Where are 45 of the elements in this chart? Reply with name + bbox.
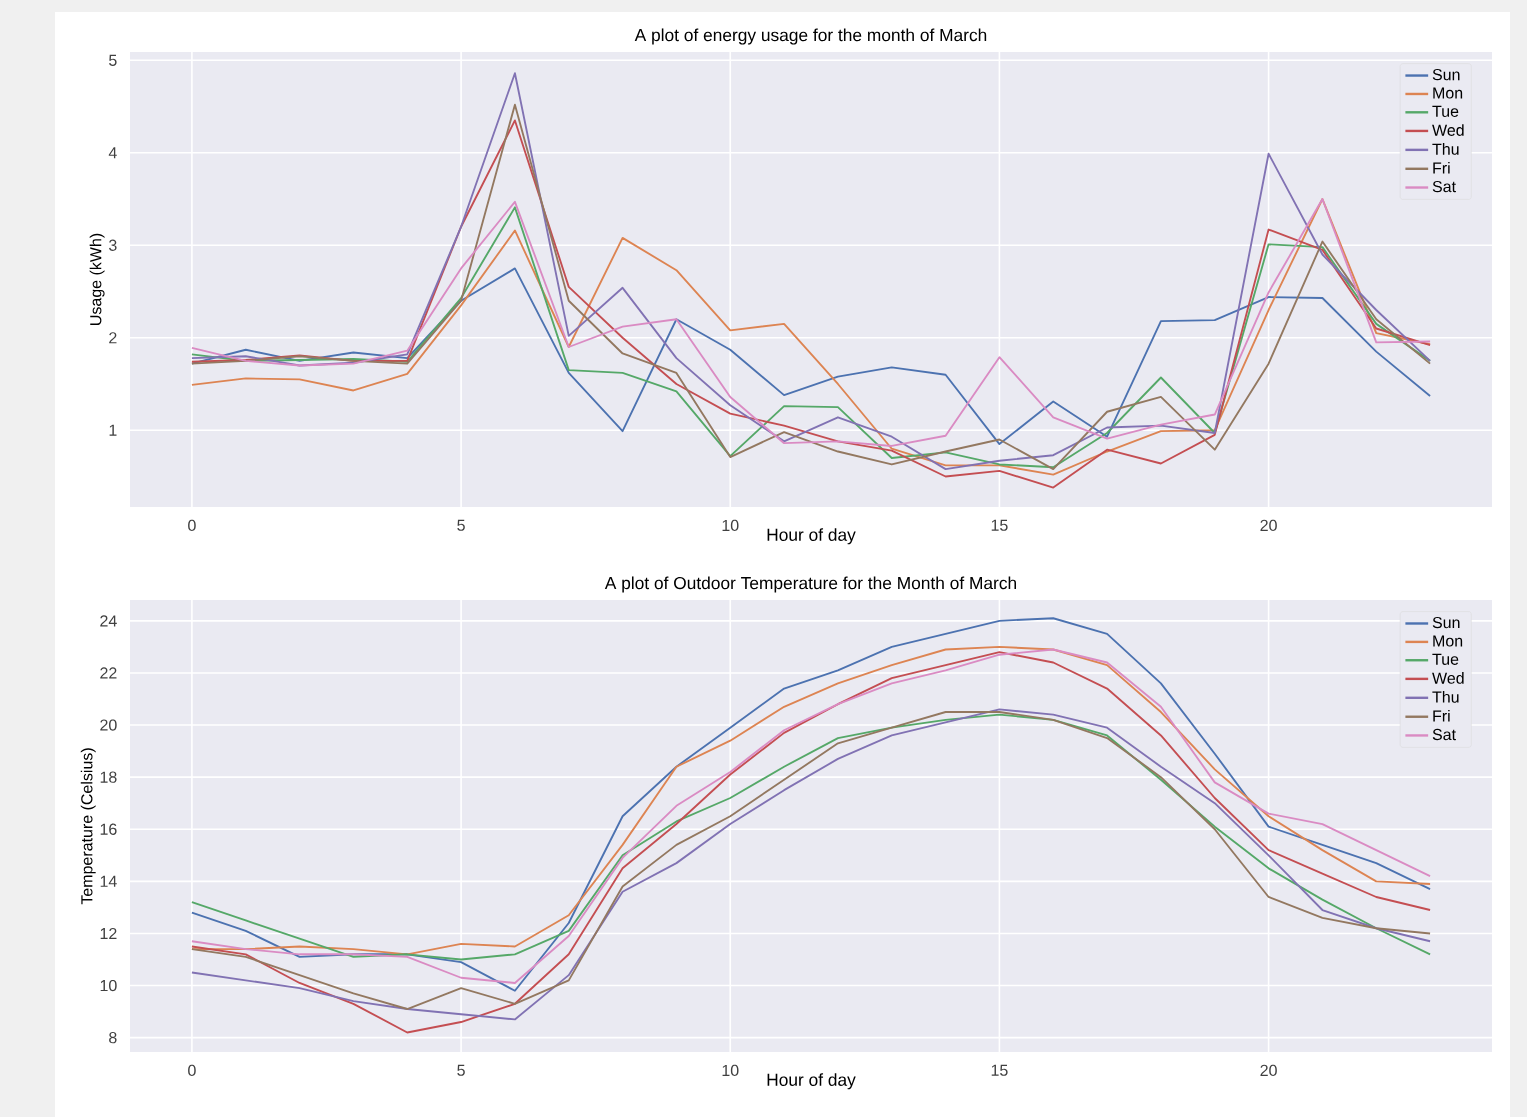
y-axis-title: Usage (kWh) xyxy=(89,233,105,325)
legend-label: Wed xyxy=(1432,672,1464,684)
y-tick-label: 18 xyxy=(100,771,117,783)
chart-title: A plot of energy usage for the month of March xyxy=(634,28,987,45)
x-tick-label: 0 xyxy=(188,1064,196,1077)
x-tick-label: 0 xyxy=(188,519,196,532)
x-tick-label: 10 xyxy=(722,1064,739,1077)
y-tick-label: 3 xyxy=(109,239,117,251)
legend-label: Tue xyxy=(1432,105,1459,117)
legend-label: Mon xyxy=(1433,87,1463,99)
x-tick-label: 5 xyxy=(457,519,465,531)
legend-label: Fri xyxy=(1433,709,1450,722)
legend-label: Thu xyxy=(1432,143,1459,155)
y-tick-label: 24 xyxy=(100,615,117,627)
y-tick-label: 22 xyxy=(100,667,117,679)
legend-label: Thu xyxy=(1432,691,1459,703)
x-tick-label: 20 xyxy=(1260,519,1277,532)
y-tick-label: 2 xyxy=(109,332,117,344)
legend-label: Sun xyxy=(1432,68,1460,81)
legend-label: Sun xyxy=(1432,616,1460,629)
x-tick-label: 10 xyxy=(722,519,739,532)
legend-label: Mon xyxy=(1433,635,1463,647)
legend-label: Tue xyxy=(1432,653,1459,665)
y-tick-label: 16 xyxy=(100,823,117,835)
x-tick-label: 20 xyxy=(1260,1064,1277,1077)
x-tick-label: 5 xyxy=(457,1064,465,1076)
x-axis-title: Hour of day xyxy=(767,1073,856,1090)
y-tick-label: 8 xyxy=(109,1032,117,1044)
y-tick-label: 4 xyxy=(108,147,117,159)
legend-label: Fri xyxy=(1433,162,1450,174)
y-tick-label: 10 xyxy=(100,979,117,992)
legend-label: Wed xyxy=(1432,124,1464,136)
x-axis-title: Hour of day xyxy=(767,528,856,545)
y-axis-title: Temperature (Celsius) xyxy=(80,748,96,905)
chart-title: A plot of Outdoor Temperature for the Month of March xyxy=(604,576,1016,593)
legend-label: Sat xyxy=(1432,728,1456,741)
x-tick-label: 15 xyxy=(991,519,1008,531)
y-tick-label: 5 xyxy=(109,54,117,66)
y-tick-label: 14 xyxy=(100,875,117,887)
legend-label: Sat xyxy=(1432,180,1456,193)
line-series xyxy=(190,713,1432,961)
y-tick-label: 20 xyxy=(100,719,117,731)
y-tick-label: 1 xyxy=(109,424,117,436)
y-tick-label: 12 xyxy=(100,927,117,940)
x-tick-label: 15 xyxy=(991,1064,1008,1076)
